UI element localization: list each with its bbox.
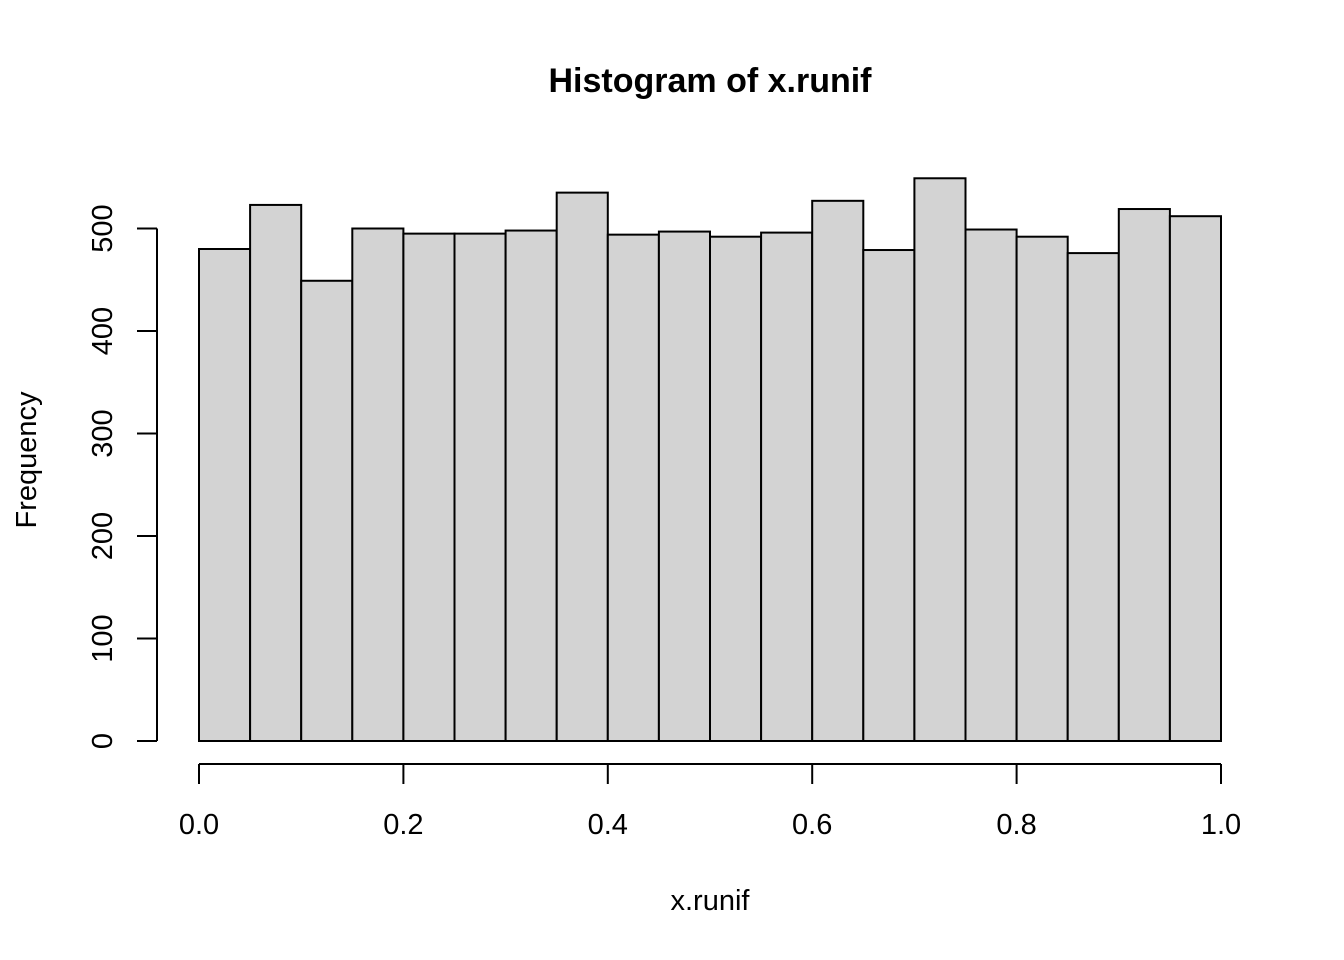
histogram-bar-13 bbox=[862, 249, 916, 742]
x-tick-label-0: 0.0 bbox=[179, 809, 219, 841]
histogram-bar-8 bbox=[606, 233, 660, 742]
y-axis: 0 100 200 300 400 500 bbox=[87, 204, 158, 749]
x-axis: 0.0 0.2 0.4 0.6 0.8 1.0 bbox=[179, 763, 1241, 841]
y-tick-label-4: 400 bbox=[87, 307, 119, 355]
histogram-bar-14 bbox=[913, 177, 967, 742]
histogram-bar-19 bbox=[1168, 215, 1223, 742]
histogram-bar-17 bbox=[1066, 252, 1120, 742]
histogram-bar-12 bbox=[811, 199, 865, 742]
histogram-bar-7 bbox=[555, 191, 609, 742]
x-tick-label-1: 0.2 bbox=[383, 809, 423, 841]
histogram-bar-10 bbox=[709, 235, 763, 742]
x-tick-label-4: 0.8 bbox=[996, 809, 1036, 841]
y-tick-label-3: 300 bbox=[87, 409, 119, 457]
y-tick-label-5: 500 bbox=[87, 204, 119, 252]
x-tick-label-5: 1.0 bbox=[1201, 809, 1241, 841]
histogram-bar-11 bbox=[760, 231, 814, 742]
histogram-bar-2 bbox=[300, 279, 354, 742]
y-tick-label-0: 0 bbox=[87, 733, 119, 749]
chart-title: Histogram of x.runif bbox=[548, 62, 872, 100]
histogram-bar-0 bbox=[198, 248, 252, 742]
y-tick-label-1: 100 bbox=[87, 614, 119, 662]
y-axis-label: Frequency bbox=[11, 391, 43, 529]
histogram-bar-5 bbox=[453, 232, 507, 742]
histogram-bar-3 bbox=[351, 227, 405, 742]
histogram-bar-18 bbox=[1117, 208, 1171, 742]
histogram-bar-16 bbox=[1015, 235, 1069, 742]
histogram-bar-4 bbox=[402, 232, 456, 742]
y-tick-label-2: 200 bbox=[87, 512, 119, 560]
x-tick-label-2: 0.4 bbox=[588, 809, 628, 841]
histogram-bar-6 bbox=[504, 229, 558, 743]
histogram-bar-1 bbox=[249, 203, 303, 743]
bars-group bbox=[198, 177, 1223, 743]
histogram-bar-9 bbox=[657, 230, 712, 742]
x-axis-label: x.runif bbox=[671, 885, 751, 917]
histogram-bar-15 bbox=[964, 228, 1018, 742]
x-tick-label-3: 0.6 bbox=[792, 809, 832, 841]
